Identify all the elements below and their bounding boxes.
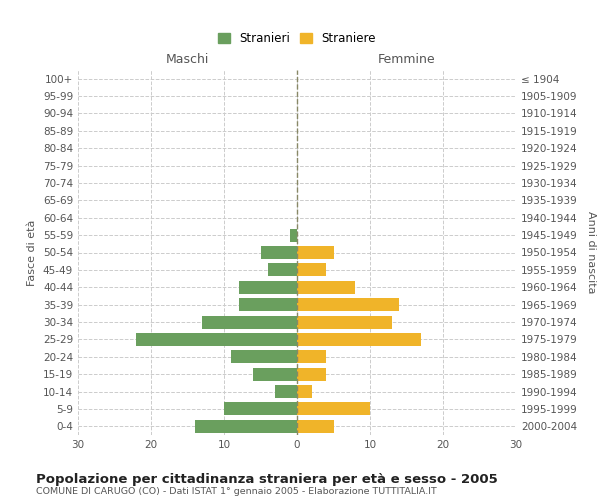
Bar (297, 402, 370, 415)
Bar (297, 333, 421, 346)
Bar (195, 420, 297, 433)
Y-axis label: Fasce di età: Fasce di età (28, 220, 37, 286)
Bar (297, 316, 392, 328)
Bar (297, 368, 326, 380)
Bar (224, 402, 297, 415)
Bar (297, 264, 326, 276)
Text: COMUNE DI CARUGO (CO) - Dati ISTAT 1° gennaio 2005 - Elaborazione TUTTITALIA.IT: COMUNE DI CARUGO (CO) - Dati ISTAT 1° ge… (36, 488, 437, 496)
Legend: Stranieri, Straniere: Stranieri, Straniere (215, 28, 379, 48)
Bar (297, 298, 399, 311)
Bar (232, 350, 297, 364)
Bar (202, 316, 297, 328)
Bar (239, 280, 297, 294)
Bar (297, 246, 334, 259)
Bar (297, 420, 334, 433)
Y-axis label: Anni di nascita: Anni di nascita (586, 211, 596, 294)
Bar (297, 280, 355, 294)
Bar (297, 350, 326, 364)
Bar (297, 385, 311, 398)
Bar (253, 368, 297, 380)
Text: Femmine: Femmine (377, 54, 436, 66)
Bar (290, 228, 297, 241)
Text: Maschi: Maschi (166, 54, 209, 66)
Bar (275, 385, 297, 398)
Text: Popolazione per cittadinanza straniera per età e sesso - 2005: Popolazione per cittadinanza straniera p… (36, 472, 498, 486)
Bar (239, 298, 297, 311)
Bar (136, 333, 297, 346)
Bar (260, 246, 297, 259)
Bar (268, 264, 297, 276)
